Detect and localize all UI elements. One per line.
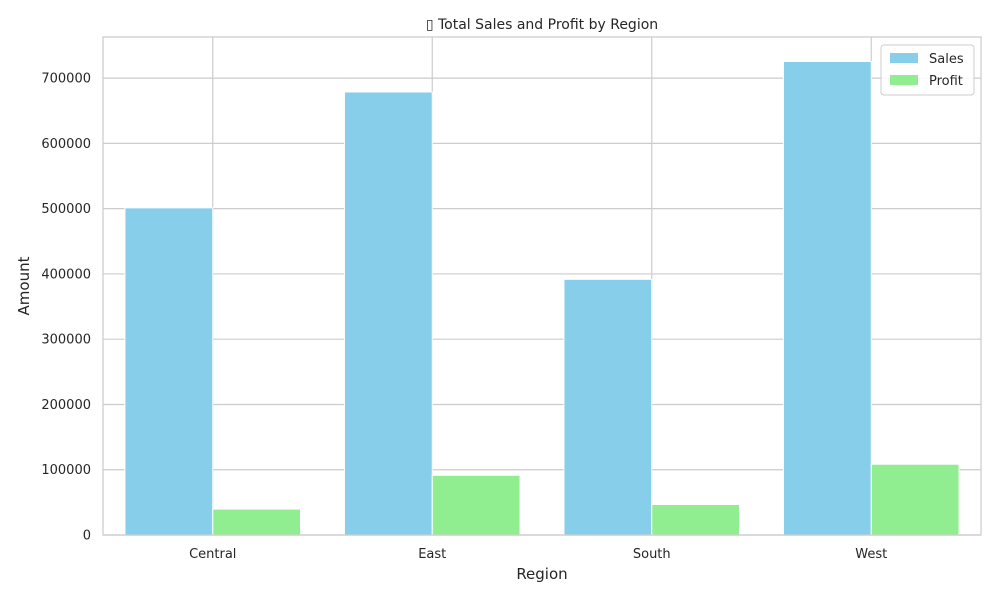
x-tick-label: West [855, 547, 887, 562]
y-tick-label: 200000 [41, 398, 91, 413]
x-axis-ticks: Central East South West [189, 547, 887, 562]
legend-label-profit: Profit [929, 74, 963, 89]
x-tick-label: South [633, 547, 671, 562]
bar-profit-west [870, 463, 960, 536]
x-tick-label: Central [189, 547, 236, 562]
bar-profit-central [212, 508, 302, 536]
legend: Sales Profit [880, 44, 975, 96]
bars [124, 61, 960, 536]
legend-label-sales: Sales [929, 52, 964, 67]
y-tick-label: 0 [83, 529, 91, 544]
y-tick-label: 600000 [41, 137, 91, 152]
y-tick-label: 400000 [41, 267, 91, 282]
y-axis-label: Amount [15, 256, 33, 315]
y-tick-label: 500000 [41, 202, 91, 217]
y-tick-label: 300000 [41, 333, 91, 348]
y-tick-label: 100000 [41, 463, 91, 478]
plot-frame [102, 36, 982, 536]
chart-title: ▯ Total Sales and Profit by Region [426, 17, 658, 33]
bar-sales-west [782, 61, 872, 536]
bar-profit-south [651, 503, 741, 536]
legend-swatch-sales [890, 53, 918, 63]
y-tick-label: 700000 [41, 72, 91, 87]
bar-sales-south [563, 278, 653, 536]
legend-swatch-profit [890, 75, 918, 85]
x-axis-label: Region [516, 565, 567, 583]
bar-profit-east [431, 474, 521, 536]
x-tick-label: East [418, 547, 446, 562]
y-axis-ticks: 0 100000 200000 300000 400000 500000 600000 700… [41, 72, 91, 544]
bar-sales-east [343, 91, 433, 536]
bar-sales-central [124, 207, 214, 536]
